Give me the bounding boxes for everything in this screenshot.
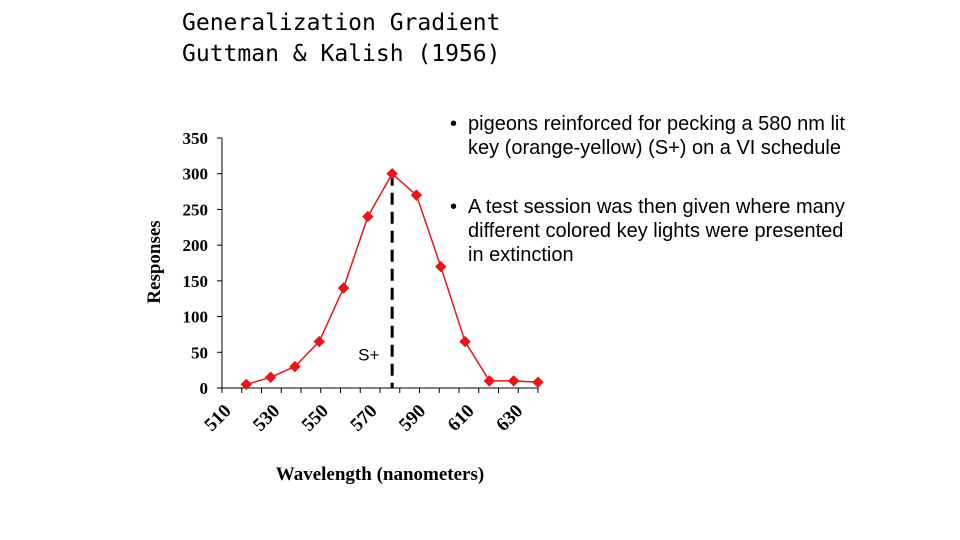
y-tick-group: 0 50 100 150 200 250 300 350 xyxy=(183,129,222,398)
x-tick-label: 630 xyxy=(492,401,527,436)
y-tick-label: 50 xyxy=(191,343,208,362)
s-plus-label: S+ xyxy=(358,345,379,364)
data-point xyxy=(386,168,398,180)
title-line-2: Guttman & Kalish (1956) xyxy=(182,41,501,67)
y-tick-label: 300 xyxy=(183,165,209,184)
data-point xyxy=(507,375,520,387)
bullet-dot-1: • xyxy=(450,113,458,135)
x-tick-label: 510 xyxy=(201,401,236,436)
x-tick-group: 510 530 550 570 590 610 630 xyxy=(201,388,539,436)
data-point xyxy=(410,189,423,201)
data-point xyxy=(240,378,253,391)
data-point xyxy=(483,375,496,387)
y-tick-label: 350 xyxy=(183,129,209,148)
y-tick-label: 200 xyxy=(183,236,209,255)
y-tick-label: 0 xyxy=(200,379,209,398)
slide-title: Generalization Gradient Guttman & Kalish… xyxy=(182,8,501,70)
y-tick-label: 100 xyxy=(183,308,209,327)
x-tick-label: 610 xyxy=(444,401,479,436)
data-marker-group xyxy=(240,168,544,391)
bullet-item-2: • A test session was then given where ma… xyxy=(450,195,850,267)
data-point xyxy=(459,335,471,348)
y-tick-label: 250 xyxy=(183,200,209,219)
bullet-text-1: pigeons reinforced for pecking a 580 nm … xyxy=(468,113,845,159)
bullet-text-2: A test session was then given where many… xyxy=(468,196,845,266)
title-line-1: Generalization Gradient xyxy=(182,10,501,36)
y-axis-label: Responses xyxy=(144,220,165,303)
data-point xyxy=(289,360,301,373)
x-axis-label: Wavelength (nanometers) xyxy=(276,464,484,485)
data-point xyxy=(362,210,374,223)
x-tick-label: 570 xyxy=(346,401,381,436)
x-tick-label: 590 xyxy=(395,401,430,436)
bullet-list: • pigeons reinforced for pecking a 580 n… xyxy=(450,112,850,302)
bullet-item-1: • pigeons reinforced for pecking a 580 n… xyxy=(450,112,850,160)
data-point xyxy=(532,376,544,388)
data-point xyxy=(435,260,447,273)
data-point xyxy=(337,282,350,294)
data-point xyxy=(313,335,325,348)
x-tick-label: 530 xyxy=(249,401,284,436)
y-tick-label: 150 xyxy=(183,272,209,291)
x-tick-label: 550 xyxy=(298,401,333,436)
data-point xyxy=(264,371,277,383)
bullet-dot-2: • xyxy=(450,196,458,218)
